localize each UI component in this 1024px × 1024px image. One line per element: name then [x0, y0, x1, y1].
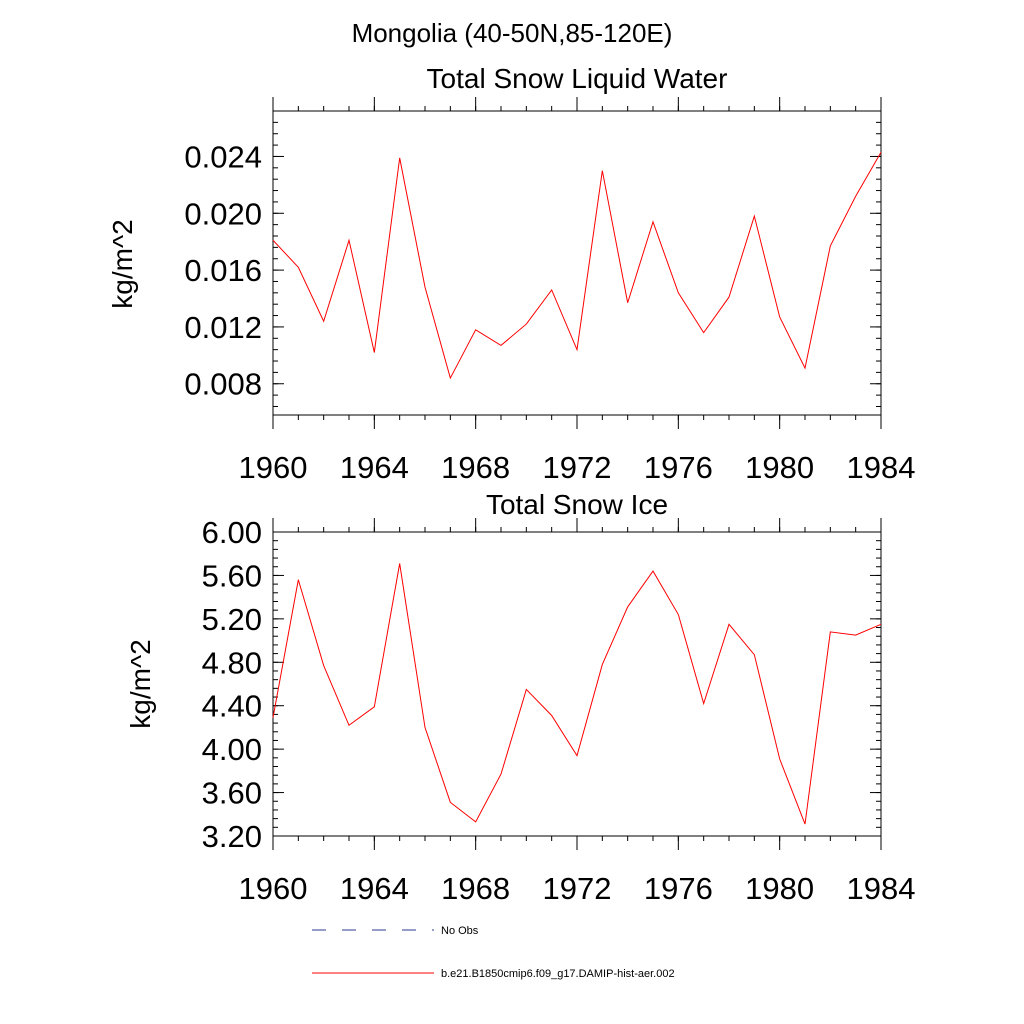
x-tick-label: 1976 — [644, 450, 713, 485]
x-tick-label: 1984 — [847, 871, 916, 906]
legend-label-model-run: b.e21.B1850cmip6.f09_g17.DAMIP-hist-aer.… — [441, 968, 675, 980]
x-tick-label: 1976 — [644, 871, 713, 906]
legend: No Obs b.e21.B1850cmip6.f09_g17.DAMIP-hi… — [312, 925, 675, 980]
y-tick-label: 0.020 — [184, 196, 262, 231]
x-tick-label: 1968 — [441, 450, 510, 485]
x-tick-label: 1960 — [239, 871, 308, 906]
x-tick-label: 1960 — [239, 450, 308, 485]
x-tick-label: 1980 — [745, 450, 814, 485]
y-tick-label: 0.024 — [184, 139, 262, 174]
chart-title: Total Snow Liquid Water — [427, 63, 728, 94]
x-tick-label: 1980 — [745, 871, 814, 906]
y-tick-label: 5.60 — [202, 558, 262, 593]
legend-label-no-obs: No Obs — [441, 925, 479, 937]
x-tick-label: 1964 — [340, 871, 409, 906]
x-tick-label: 1972 — [543, 450, 612, 485]
chart-panel-snow-liquid-water: Total Snow Liquid Water kg/m^2 0.008 0.01… — [107, 63, 915, 485]
y-tick-label: 5.20 — [202, 602, 262, 637]
chart-title: Total Snow Ice — [486, 489, 668, 520]
series-line — [272, 151, 882, 380]
y-axis-label: kg/m^2 — [107, 219, 138, 308]
y-tick-label: 4.40 — [202, 689, 262, 724]
x-tick-label: 1984 — [847, 450, 916, 485]
y-tick-label: 0.016 — [184, 253, 262, 288]
series-line — [272, 563, 882, 825]
y-tick-label: 3.60 — [202, 776, 262, 811]
plot-frame — [272, 531, 882, 837]
legend-item-no-obs: No Obs — [312, 925, 479, 937]
x-tick-label: 1968 — [441, 871, 510, 906]
y-tick-label: 4.00 — [202, 732, 262, 767]
y-tick-label: 0.012 — [184, 310, 262, 345]
legend-item-model-run: b.e21.B1850cmip6.f09_g17.DAMIP-hist-aer.… — [312, 968, 675, 980]
x-tick-label: 1972 — [543, 871, 612, 906]
figure-suptitle: Mongolia (40-50N,85-120E) — [352, 18, 673, 48]
plot-frame — [272, 110, 882, 416]
y-tick-label: 3.20 — [202, 819, 262, 854]
chart-panel-snow-ice: Total Snow Ice kg/m^2 3.20 3.60 4.00 4.40 4.… — [125, 489, 915, 906]
y-tick-label: 6.00 — [202, 515, 262, 550]
y-axis-label: kg/m^2 — [125, 639, 156, 728]
y-tick-label: 4.80 — [202, 645, 262, 680]
x-tick-label: 1964 — [340, 450, 409, 485]
y-tick-label: 0.008 — [184, 367, 262, 402]
